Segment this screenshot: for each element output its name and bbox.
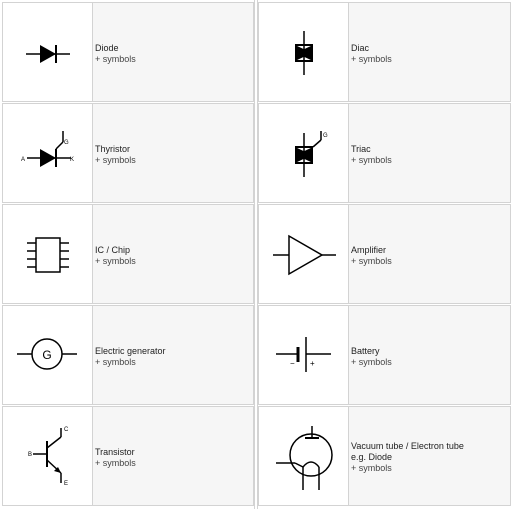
card-sublink[interactable]: + symbols	[95, 458, 136, 468]
card-label: Amplifier	[351, 245, 387, 255]
pin-b-label: B	[28, 452, 32, 458]
pin-c-label: C	[64, 427, 69, 433]
card-sublink[interactable]: + symbols	[351, 54, 392, 64]
triac-icon: G	[259, 104, 349, 202]
card-sublink[interactable]: + symbols	[95, 155, 136, 165]
card-triac[interactable]: G Triac + symbols	[258, 103, 511, 203]
card-label: Thyristor	[95, 144, 131, 154]
card-label: Battery	[351, 346, 380, 356]
card-sublink[interactable]: + symbols	[351, 256, 392, 266]
card-ic-chip[interactable]: IC / Chip + symbols	[2, 204, 254, 304]
generator-glyph: G	[42, 348, 51, 362]
card-sublink[interactable]: + symbols	[351, 155, 392, 165]
diac-icon	[259, 3, 349, 101]
thyristor-icon: A K G	[3, 104, 93, 202]
card-label: Vacuum tube / Electron tube	[351, 441, 464, 451]
card-sublink[interactable]: + symbols	[95, 54, 136, 64]
card-electric-generator[interactable]: G Electric generator + symbols	[2, 305, 254, 405]
battery-minus: −	[290, 359, 295, 368]
card-label: Triac	[351, 144, 371, 154]
card-label: Electric generator	[95, 346, 166, 356]
transistor-icon: B C E	[3, 407, 93, 505]
card-thyristor[interactable]: A K G Thyristor + symbols	[2, 103, 254, 203]
amplifier-icon	[259, 205, 349, 303]
vacuum-tube-icon	[259, 407, 349, 505]
card-sublink[interactable]: + symbols	[351, 463, 392, 473]
generator-icon: G	[3, 306, 93, 404]
pin-e-label: E	[64, 481, 68, 487]
pin-a-label: A	[21, 157, 25, 163]
card-vacuum-tube[interactable]: Vacuum tube / Electron tube e.g. Diode +…	[258, 406, 511, 506]
battery-icon: − +	[259, 306, 349, 404]
card-sublink[interactable]: + symbols	[95, 357, 136, 367]
pin-g-label: G	[323, 133, 328, 139]
card-label-secondary: e.g. Diode	[351, 452, 393, 462]
card-sublink[interactable]: + symbols	[95, 256, 136, 266]
card-label: IC / Chip	[95, 245, 131, 255]
card-diac[interactable]: Diac + symbols	[258, 2, 511, 102]
battery-plus: +	[310, 359, 315, 368]
card-label: Diac	[351, 43, 370, 53]
card-diode[interactable]: Diode + symbols	[2, 2, 254, 102]
column-divider	[254, 0, 258, 509]
pin-k-label: K	[70, 157, 74, 163]
card-label: Diode	[95, 43, 119, 53]
card-battery[interactable]: − + Battery + symbols	[258, 305, 511, 405]
ic-chip-icon	[3, 205, 93, 303]
pin-g-label: G	[64, 140, 69, 146]
card-sublink[interactable]: + symbols	[351, 357, 392, 367]
diode-icon	[3, 3, 93, 101]
card-amplifier[interactable]: Amplifier + symbols	[258, 204, 511, 304]
card-label: Transistor	[95, 447, 135, 457]
card-transistor[interactable]: B C E Transistor + symbols	[2, 406, 254, 506]
